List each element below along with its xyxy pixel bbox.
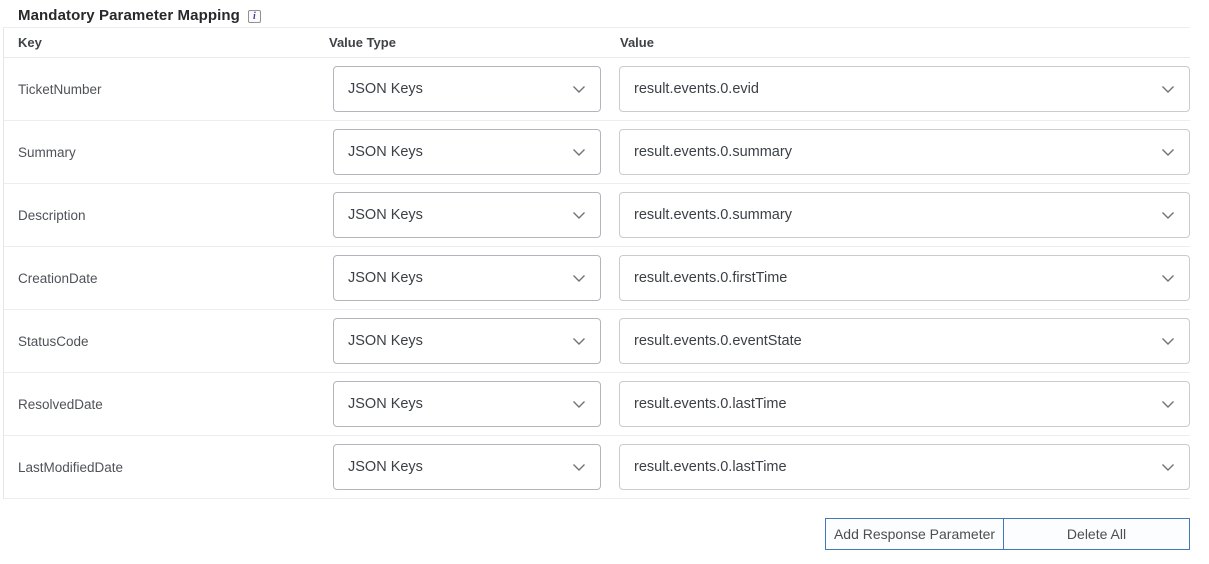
value-select[interactable]: result.events.0.summary: [619, 129, 1190, 175]
value-type-select[interactable]: JSON Keys: [333, 66, 601, 112]
value-type-cell: JSON Keys: [329, 381, 618, 427]
value-type-selected-option: JSON Keys: [348, 81, 423, 97]
chevron-down-icon: [1161, 400, 1175, 409]
table-row: CreationDate JSON Keys result.events.0.f…: [4, 247, 1190, 310]
key-cell: LastModifiedDate: [18, 459, 124, 475]
value-type-select[interactable]: JSON Keys: [333, 381, 601, 427]
value-type-cell: JSON Keys: [329, 129, 618, 175]
chevron-down-icon: [1161, 463, 1175, 472]
key-cell: ResolvedDate: [18, 396, 103, 412]
value-selected-option: result.events.0.summary: [634, 144, 792, 160]
value-type-cell: JSON Keys: [329, 444, 618, 490]
value-type-cell: JSON Keys: [329, 192, 618, 238]
value-select[interactable]: result.events.0.firstTime: [619, 255, 1190, 301]
chevron-down-icon: [1161, 211, 1175, 220]
key-cell: Description: [18, 207, 86, 223]
value-cell: result.events.0.evid: [618, 66, 1190, 112]
key-cell: StatusCode: [18, 333, 89, 349]
chevron-down-icon: [572, 85, 586, 94]
chevron-down-icon: [572, 274, 586, 283]
value-type-cell: JSON Keys: [329, 66, 618, 112]
value-select[interactable]: result.events.0.summary: [619, 192, 1190, 238]
value-selected-option: result.events.0.summary: [634, 207, 792, 223]
value-type-select[interactable]: JSON Keys: [333, 444, 601, 490]
value-type-cell: JSON Keys: [329, 255, 618, 301]
value-type-selected-option: JSON Keys: [348, 207, 423, 223]
table-header-row: Key Value Type Value: [4, 28, 1190, 58]
chevron-down-icon: [1161, 274, 1175, 283]
value-type-select[interactable]: JSON Keys: [333, 129, 601, 175]
info-icon[interactable]: i: [247, 9, 261, 23]
delete-all-button[interactable]: Delete All: [1003, 518, 1190, 550]
table-row: TicketNumber JSON Keys result.events.0.e…: [4, 58, 1190, 121]
column-header-value-type: Value Type: [329, 35, 396, 50]
key-cell: TicketNumber: [18, 81, 102, 97]
value-cell: result.events.0.summary: [618, 192, 1190, 238]
table-row: Description JSON Keys result.events.0.su…: [4, 184, 1190, 247]
value-select[interactable]: result.events.0.lastTime: [619, 444, 1190, 490]
value-type-selected-option: JSON Keys: [348, 459, 423, 475]
value-cell: result.events.0.eventState: [618, 318, 1190, 364]
value-type-select[interactable]: JSON Keys: [333, 192, 601, 238]
chevron-down-icon: [1161, 85, 1175, 94]
key-cell: Summary: [18, 144, 76, 160]
table-row: LastModifiedDate JSON Keys result.events…: [4, 436, 1190, 499]
value-cell: result.events.0.lastTime: [618, 381, 1190, 427]
value-select[interactable]: result.events.0.evid: [619, 66, 1190, 112]
table-row: StatusCode JSON Keys result.events.0.eve…: [4, 310, 1190, 373]
chevron-down-icon: [572, 463, 586, 472]
value-type-selected-option: JSON Keys: [348, 396, 423, 412]
value-select[interactable]: result.events.0.eventState: [619, 318, 1190, 364]
value-selected-option: result.events.0.firstTime: [634, 270, 788, 286]
chevron-down-icon: [572, 211, 586, 220]
value-type-selected-option: JSON Keys: [348, 270, 423, 286]
value-type-selected-option: JSON Keys: [348, 144, 423, 160]
column-header-value: Value: [620, 35, 654, 50]
value-selected-option: result.events.0.evid: [634, 81, 759, 97]
value-cell: result.events.0.lastTime: [618, 444, 1190, 490]
table-body: TicketNumber JSON Keys result.events.0.e…: [4, 58, 1190, 499]
table-row: Summary JSON Keys result.events.0.summar…: [4, 121, 1190, 184]
value-selected-option: result.events.0.lastTime: [634, 396, 787, 412]
footer-actions: Add Response Parameter Delete All: [0, 518, 1190, 550]
value-selected-option: result.events.0.lastTime: [634, 459, 787, 475]
page-title: Mandatory Parameter Mapping: [18, 7, 240, 24]
key-cell: CreationDate: [18, 270, 98, 286]
value-type-select[interactable]: JSON Keys: [333, 318, 601, 364]
value-type-select[interactable]: JSON Keys: [333, 255, 601, 301]
mapping-table: Key Value Type Value TicketNumber JSON K…: [3, 28, 1190, 499]
chevron-down-icon: [572, 400, 586, 409]
chevron-down-icon: [1161, 148, 1175, 157]
table-row: ResolvedDate JSON Keys result.events.0.l…: [4, 373, 1190, 436]
value-cell: result.events.0.summary: [618, 129, 1190, 175]
value-selected-option: result.events.0.eventState: [634, 333, 802, 349]
column-header-key: Key: [18, 35, 42, 50]
section-title-bar: Mandatory Parameter Mapping i: [3, 4, 1190, 28]
add-response-parameter-button[interactable]: Add Response Parameter: [825, 518, 1004, 550]
value-cell: result.events.0.firstTime: [618, 255, 1190, 301]
value-select[interactable]: result.events.0.lastTime: [619, 381, 1190, 427]
value-type-cell: JSON Keys: [329, 318, 618, 364]
chevron-down-icon: [572, 337, 586, 346]
chevron-down-icon: [572, 148, 586, 157]
chevron-down-icon: [1161, 337, 1175, 346]
value-type-selected-option: JSON Keys: [348, 333, 423, 349]
